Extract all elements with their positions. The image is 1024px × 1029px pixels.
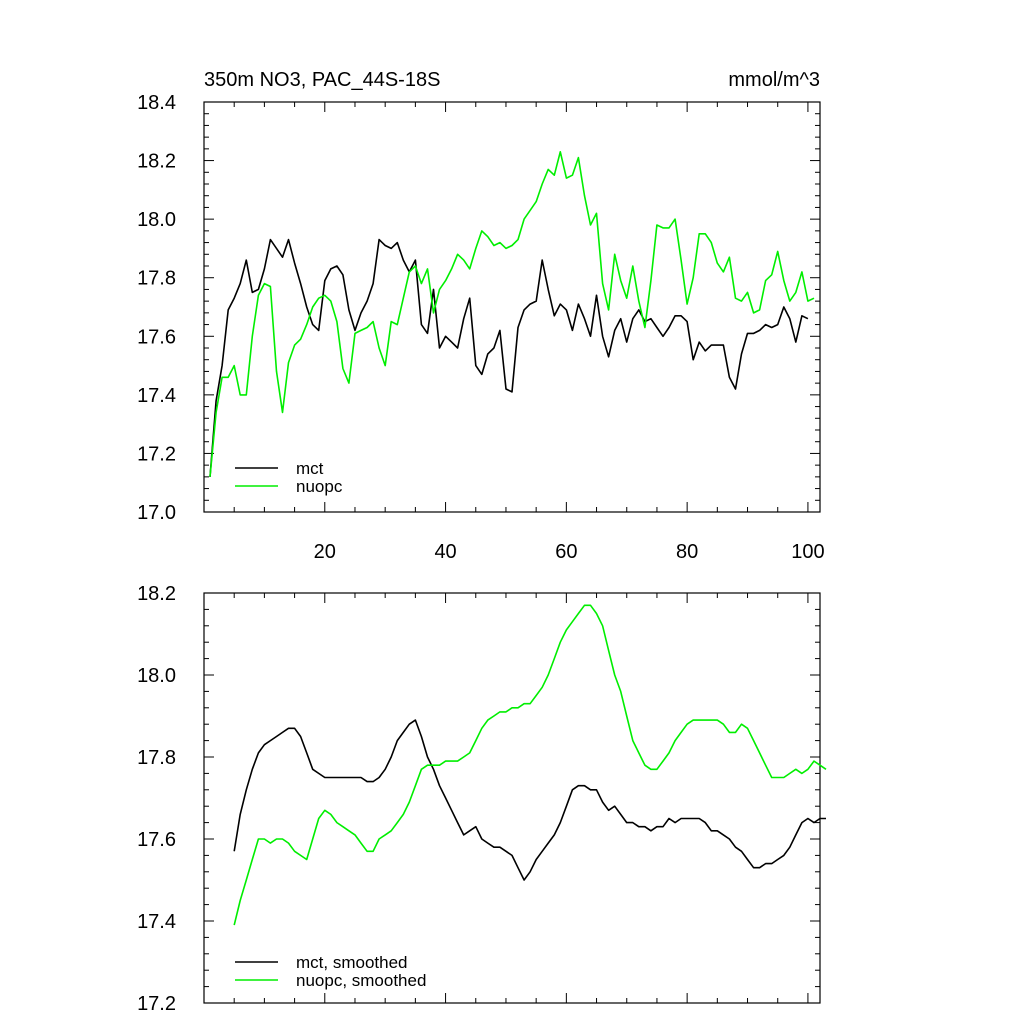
legend-label: nuopc <box>296 477 343 496</box>
y-tick-label: 18.0 <box>137 209 176 231</box>
plot-frame-top <box>203 101 821 513</box>
x-tick-label: 40 <box>434 541 456 563</box>
x-tick-label: 20 <box>314 541 336 563</box>
axis-ticks-bottom <box>204 592 820 1004</box>
units-label: mmol/m^3 <box>728 69 820 91</box>
x-axis-labels-top: 20 40 60 80 100 <box>314 541 825 563</box>
y-axis-labels-top: 17.0 17.2 17.4 17.6 17.8 18.0 18.2 18.4 <box>137 92 176 524</box>
x-tick-label: 80 <box>676 541 698 563</box>
y-tick-label: 18.4 <box>137 92 176 114</box>
y-tick-label: 17.0 <box>137 502 176 524</box>
chart-title: 350m NO3, PAC_44S-18S <box>204 69 440 91</box>
y-tick-label: 17.6 <box>137 829 176 851</box>
plot-frame-bottom <box>203 592 821 1004</box>
series-line-mct-smoothed <box>233 719 826 881</box>
legend-label: nuopc, smoothed <box>296 971 426 990</box>
y-axis-labels-bottom: 17.2 17.4 17.6 17.8 18.0 18.2 <box>137 583 176 1015</box>
series-line-nuopc-smoothed <box>233 604 827 926</box>
axis-ticks-top <box>204 101 820 513</box>
series-lines-top <box>209 151 815 477</box>
y-tick-label: 17.4 <box>137 911 176 933</box>
x-tick-label: 60 <box>555 541 577 563</box>
series-line-nuopc <box>209 151 815 477</box>
y-tick-label: 17.2 <box>137 443 176 465</box>
y-tick-label: 18.2 <box>137 583 176 605</box>
y-tick-label: 17.8 <box>137 747 176 769</box>
y-tick-label: 17.6 <box>137 326 176 348</box>
legend-label: mct, smoothed <box>296 953 408 972</box>
y-tick-label: 17.2 <box>137 993 176 1015</box>
y-tick-label: 18.2 <box>137 151 176 173</box>
y-tick-label: 18.0 <box>137 665 176 687</box>
y-tick-label: 17.4 <box>137 385 176 407</box>
y-tick-label: 17.8 <box>137 268 176 290</box>
top-panel: 350m NO3, PAC_44S-18S mmol/m^3 17.017.21… <box>137 69 825 563</box>
series-line-mct <box>209 238 809 477</box>
x-tick-label: 100 <box>791 541 824 563</box>
legend-label: mct <box>296 459 324 478</box>
bottom-panel: 17.2 17.4 17.6 17.8 18.0 18.2 mct, smoothednu… <box>137 583 827 1015</box>
series-lines-bottom <box>233 604 827 926</box>
